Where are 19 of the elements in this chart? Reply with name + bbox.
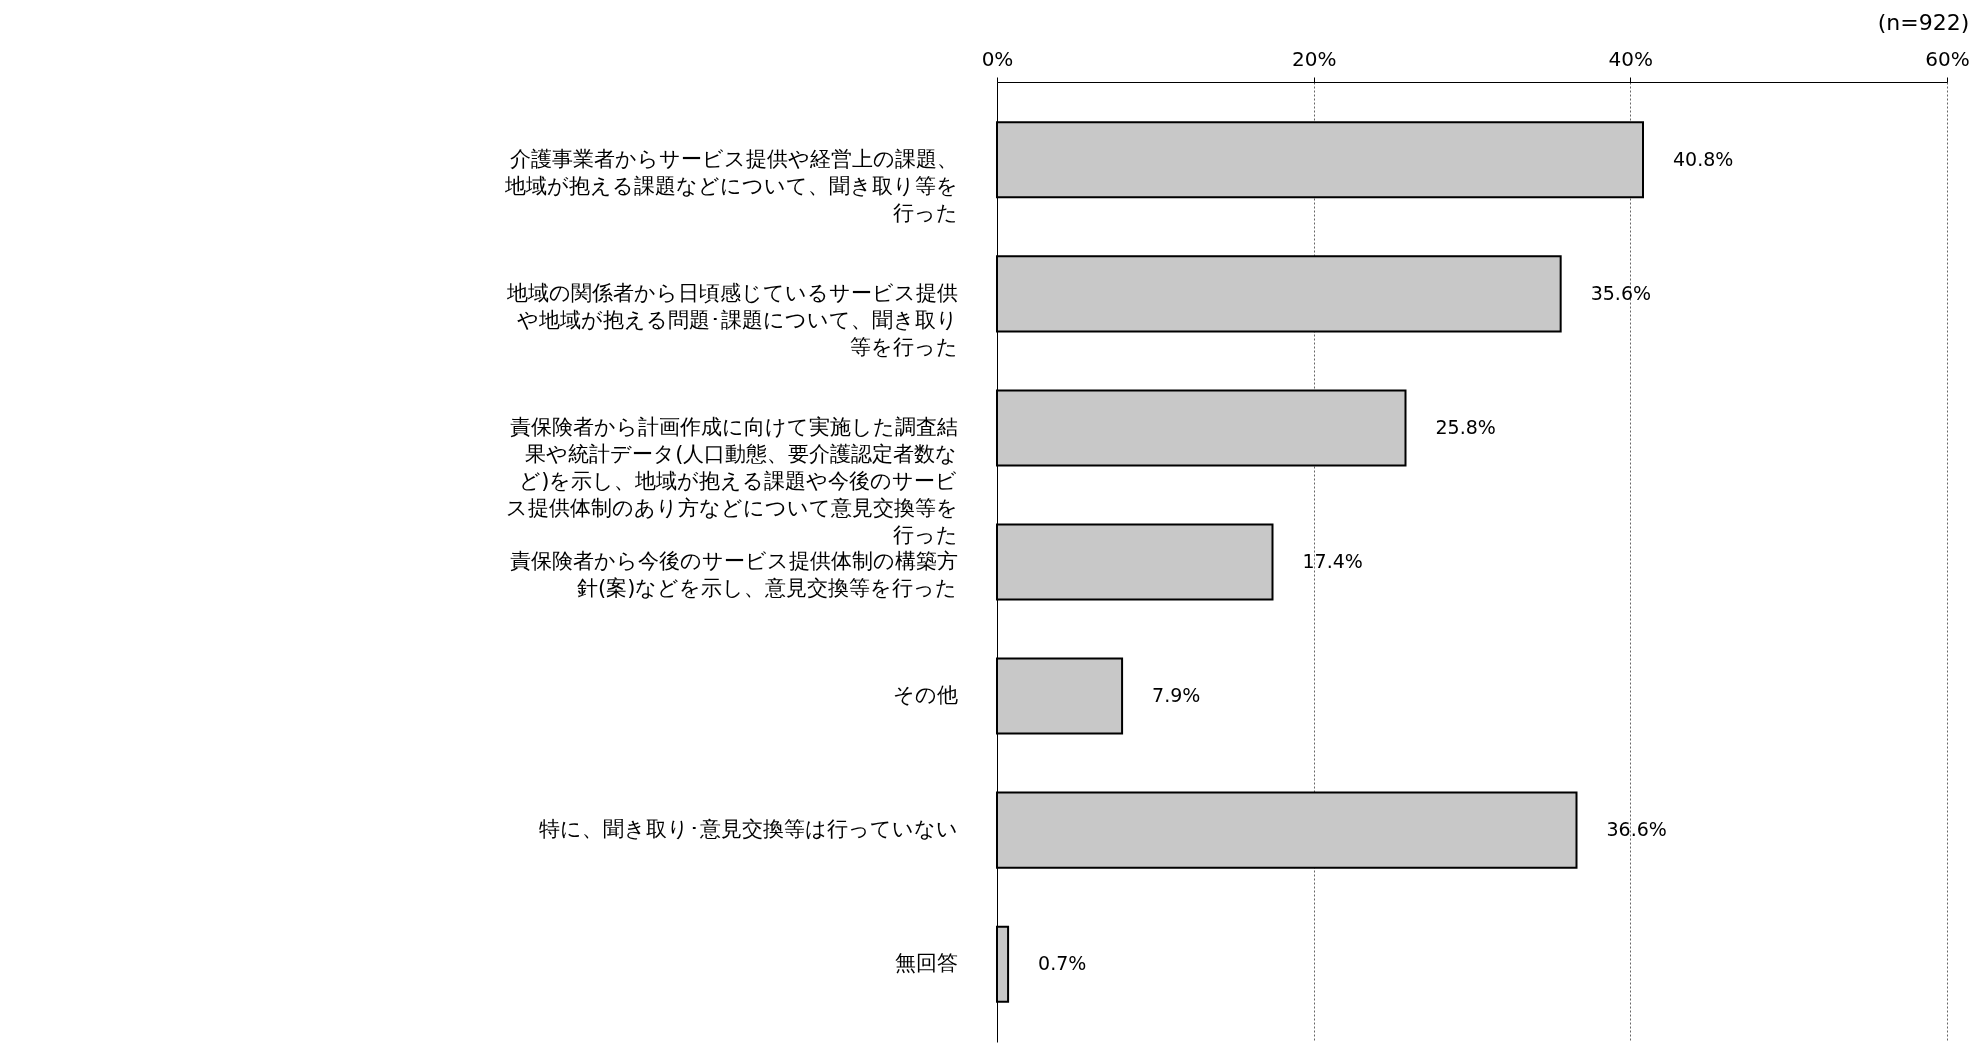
data-label: 17.4% <box>1302 550 1363 572</box>
y-tick-label: 責保険者から今後のサービス提供体制の構築方針(案)などを示し、意見交換等を行った <box>509 549 958 600</box>
data-label: 25.8% <box>1435 415 1496 438</box>
y-tick-label: 地域の関係者から日頃感じているサービス提供や地域が抱える問題･課題について、聞き取り等を行った <box>505 280 958 359</box>
data-label: 7.9% <box>1152 684 1201 707</box>
data-label: 40.8% <box>1673 147 1734 170</box>
data-label: 36.6% <box>1606 818 1667 841</box>
y-tick-label: その他 <box>892 683 958 708</box>
x-tick-label: 20% <box>1291 46 1337 71</box>
y-tick-label: 無回答 <box>894 951 958 976</box>
x-tick-label: 40% <box>1608 46 1654 71</box>
text: (n=922) <box>1877 10 1970 35</box>
data-label: 35.6% <box>1590 281 1652 304</box>
y-tick-label: 責保険者から計画作成に向けて実施した調査結果や統計データ(人口動態、要介護認定者数など)を示し、地域が抱える課題や今後のサービス提供体制のあり方などについて意見交換等を行った <box>505 414 958 547</box>
data-label: 0.7% <box>1038 952 1087 975</box>
x-tick-label: 60% <box>1925 46 1970 71</box>
x-tick-label: 0% <box>981 46 1014 71</box>
y-tick-label: 介護事業者からサービス提供や経営上の課題、地域が抱える課題などについて、聞き取り等を行った <box>503 146 958 225</box>
y-tick-label: 特に、聞き取り･意見交換等は行っていない <box>538 817 958 842</box>
